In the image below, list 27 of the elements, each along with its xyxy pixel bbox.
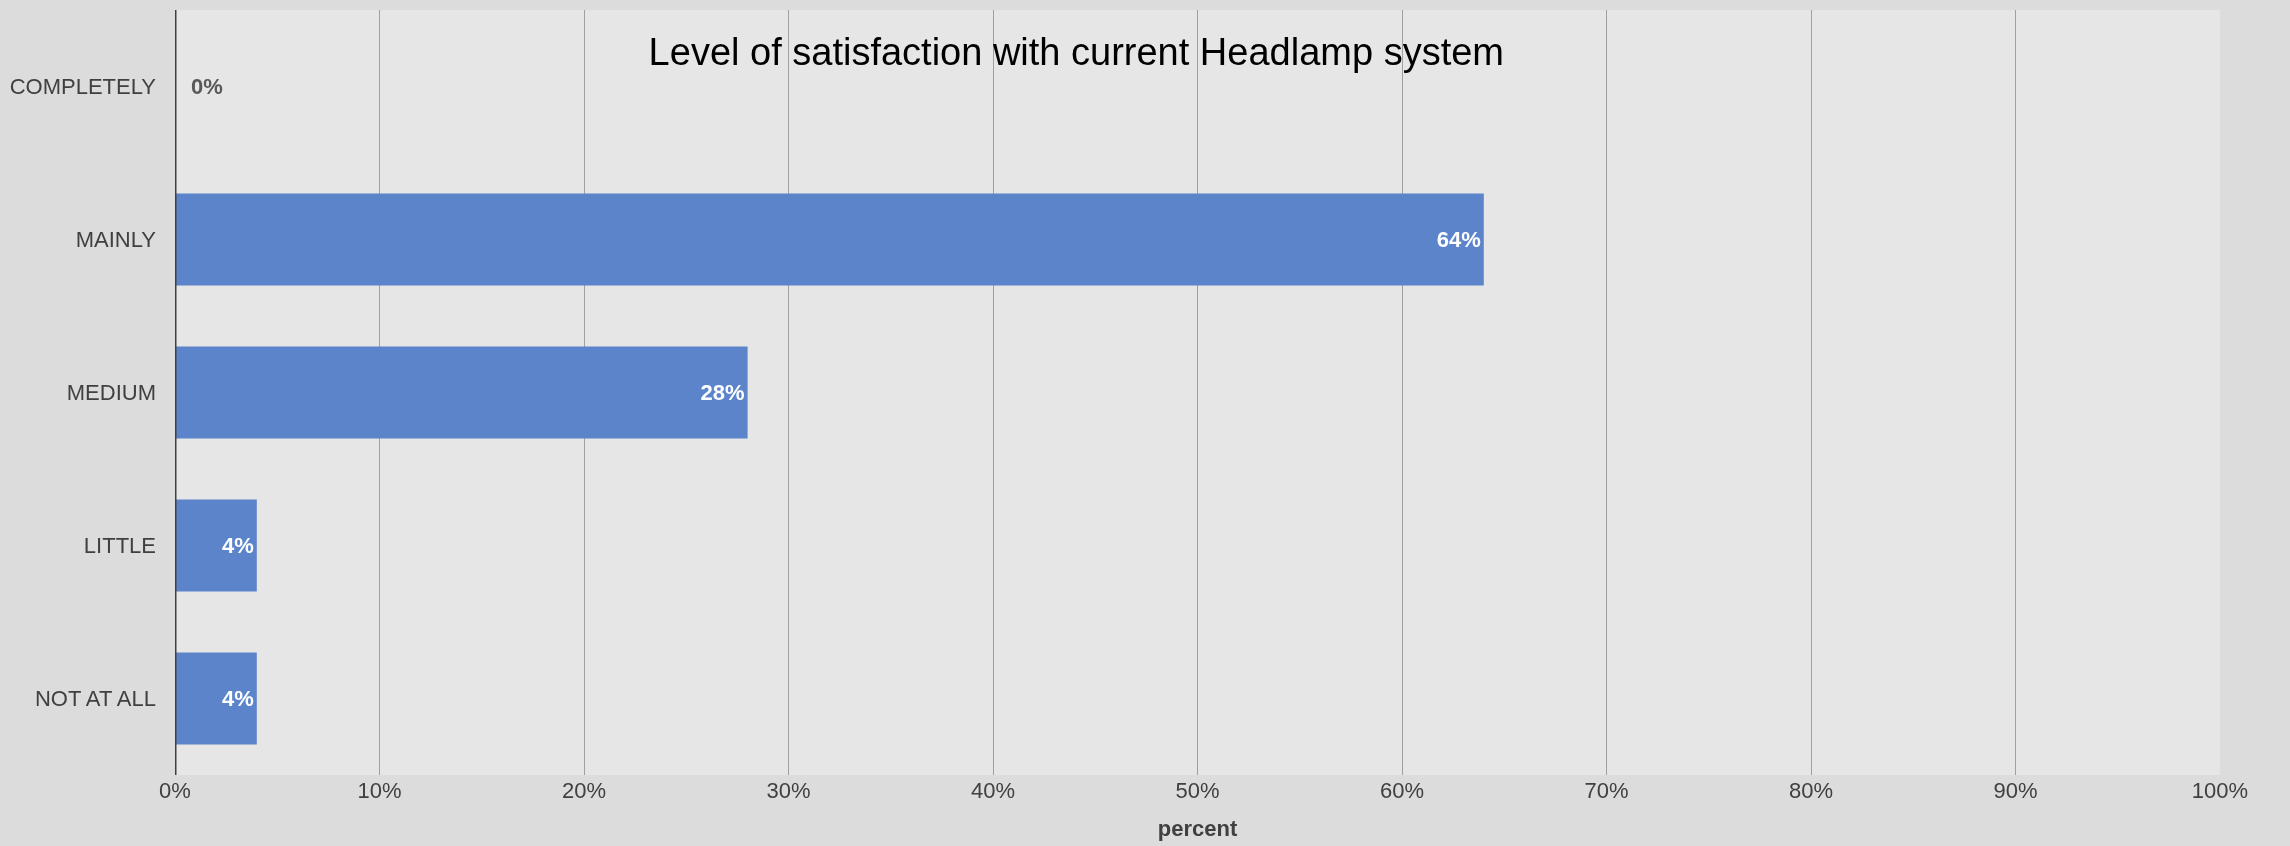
y-tick-label: MAINLY <box>75 227 157 253</box>
x-tick-label: 50% <box>1175 778 1220 803</box>
bar <box>175 193 1484 286</box>
y-tick-label: NOT AT ALL <box>34 686 156 712</box>
x-tick-label: 20% <box>561 778 607 803</box>
bar <box>175 652 257 745</box>
y-tick-label: MEDIUM <box>66 380 156 406</box>
data-label: 28% <box>700 380 745 405</box>
x-tick-label: 10% <box>357 778 402 803</box>
x-tick-label: 40% <box>970 778 1016 803</box>
text: Level of satisfaction with current Headlamp system <box>648 30 1504 73</box>
x-tick-label: 0% <box>159 778 191 803</box>
data-label: 0% <box>191 74 223 99</box>
x-tick-label: 30% <box>766 778 811 803</box>
x-tick-label: 70% <box>1584 778 1629 803</box>
y-tick-label: COMPLETELY <box>9 74 157 100</box>
bar <box>175 346 748 439</box>
x-tick-label: 100% <box>2191 778 2249 803</box>
data-label: 4% <box>222 686 254 711</box>
x-tick-label: 60% <box>1379 778 1425 803</box>
x-tick-label: 90% <box>1993 778 2038 803</box>
bar <box>175 499 257 592</box>
y-tick-label: LITTLE <box>83 533 156 559</box>
x-tick-label: 80% <box>1788 778 1834 803</box>
data-label: 4% <box>222 533 254 558</box>
data-label: 64% <box>1436 227 1481 252</box>
x-axis-title: percent <box>1157 815 1238 841</box>
